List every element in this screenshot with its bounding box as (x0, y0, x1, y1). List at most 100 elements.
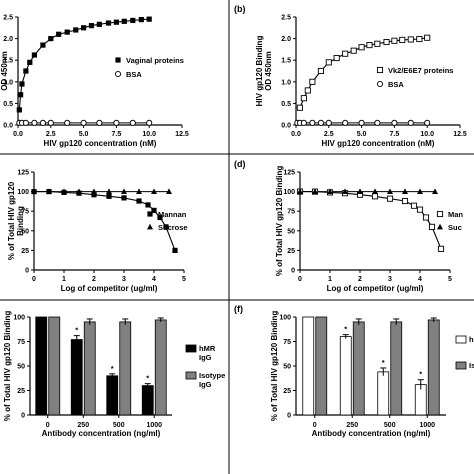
data-point (309, 78, 316, 85)
data-point (23, 68, 29, 74)
legend-label: Sucrose (158, 223, 188, 232)
data-point (309, 119, 316, 126)
data-point (424, 119, 431, 126)
data-point (296, 104, 303, 111)
data-point (342, 188, 348, 194)
x-tick-label: 5.0 (357, 131, 367, 138)
data-point (333, 54, 340, 62)
y-tick-label: 50 (287, 228, 295, 235)
panel-label: (d) (234, 159, 246, 169)
data-point (88, 23, 95, 29)
data-point (410, 202, 418, 209)
y-tick-label: 1.0 (281, 79, 291, 86)
y-tick-label: 0 (25, 268, 29, 275)
legend-label: Mannan (158, 210, 187, 219)
data-point (401, 197, 409, 205)
significance-star: * (382, 358, 385, 367)
data-point (327, 188, 333, 194)
x-tick-label: 250 (77, 422, 89, 429)
data-point (366, 42, 373, 49)
data-point (374, 119, 381, 126)
data-point (325, 59, 332, 66)
y-tick-label: 50 (283, 364, 291, 371)
data-point (325, 119, 332, 126)
legend-marker-0 (147, 211, 153, 217)
data-point (80, 119, 87, 126)
data-point (317, 119, 324, 126)
legend-label: Isotype (199, 371, 225, 380)
panel-b: (b) 0.0 0.5 1.0 1.5 2.0 2.5 0.0 2.5 5.0 7.5 10.0 12.… (234, 4, 467, 148)
data-point (402, 188, 408, 194)
data-point (416, 206, 424, 213)
bar (352, 321, 365, 416)
data-point (358, 119, 365, 126)
data-point (91, 188, 97, 194)
data-point (96, 21, 102, 27)
panel-d: (d) 0 25 50 75 100 125 0 1 2 3 4 5 Log of competitor … (234, 159, 463, 293)
y-tick-label: 125 (17, 170, 29, 177)
data-point (350, 47, 357, 54)
y-tick-label: 25 (21, 248, 29, 255)
y-tick-label: 0 (291, 268, 295, 275)
y-tick-label: 2.5 (281, 15, 291, 22)
x-tick-label: 5 (448, 276, 452, 283)
x-axis-label: HIV gp120 concentration (nM) (44, 139, 157, 148)
data-point (130, 17, 136, 24)
x-axis-label: Antibody concentration (ng/ml) (312, 429, 431, 438)
x-tick-label: 2.5 (324, 131, 334, 138)
x-tick-label: 12.5 (175, 131, 189, 138)
y-tick-label: 100 (13, 315, 25, 322)
data-point (76, 188, 82, 194)
y-tick-label: 2.5 (3, 15, 13, 22)
bar (339, 336, 352, 416)
bar (83, 321, 96, 416)
bar (302, 316, 315, 416)
significance-star: * (344, 325, 347, 334)
data-point (297, 188, 303, 194)
x-tick-label: 0.0 (13, 131, 23, 138)
y-axis-label: % of Total HIV gp120 Binding (275, 166, 284, 277)
data-point (342, 119, 349, 126)
data-point (387, 188, 393, 194)
y-tick-label: 0.0 (3, 123, 13, 130)
y-tick-label: 25 (283, 388, 291, 395)
data-point (46, 188, 52, 194)
fit-curve-0 (34, 191, 176, 251)
data-point (138, 16, 144, 23)
data-point (16, 107, 22, 113)
y-tick-label: 1.5 (281, 58, 291, 65)
x-tick-label: 3 (122, 276, 126, 283)
x-tick-label: 2.5 (46, 131, 56, 138)
data-point (64, 119, 71, 126)
x-tick-label: 250 (346, 422, 358, 429)
panel-label: (b) (234, 4, 246, 14)
data-point (432, 188, 438, 194)
y-tick-label: 100 (279, 315, 291, 322)
legend-swatch-1 (185, 371, 197, 380)
x-tick-label: 1 (62, 276, 66, 283)
bar (427, 319, 440, 416)
y-axis-label: Binding (16, 206, 25, 236)
data-point (106, 193, 112, 199)
x-axis-label: Antibody concentration (ng/ml) (42, 429, 161, 438)
y-tick-label: 1.0 (3, 79, 13, 86)
data-point (166, 188, 172, 194)
data-point (151, 207, 157, 214)
legend-label: Vk2/E6E7 proteins (388, 66, 453, 75)
bar (48, 316, 61, 416)
data-point (300, 95, 307, 102)
data-point (417, 188, 423, 194)
legend-marker-1 (437, 223, 443, 230)
data-point (121, 188, 127, 194)
y-tick-label: 25 (287, 248, 295, 255)
y-tick-label: 0.5 (3, 101, 13, 108)
data-point (48, 36, 54, 42)
data-point (312, 188, 318, 194)
legend-label: BSA (388, 80, 404, 89)
y-tick-label: 100 (283, 189, 295, 196)
data-point (129, 119, 136, 126)
data-point (342, 50, 349, 57)
data-point (357, 188, 363, 194)
panel-f: (f) 0 25 50 75 100 Antibody concentration (ng/… (234, 304, 474, 438)
